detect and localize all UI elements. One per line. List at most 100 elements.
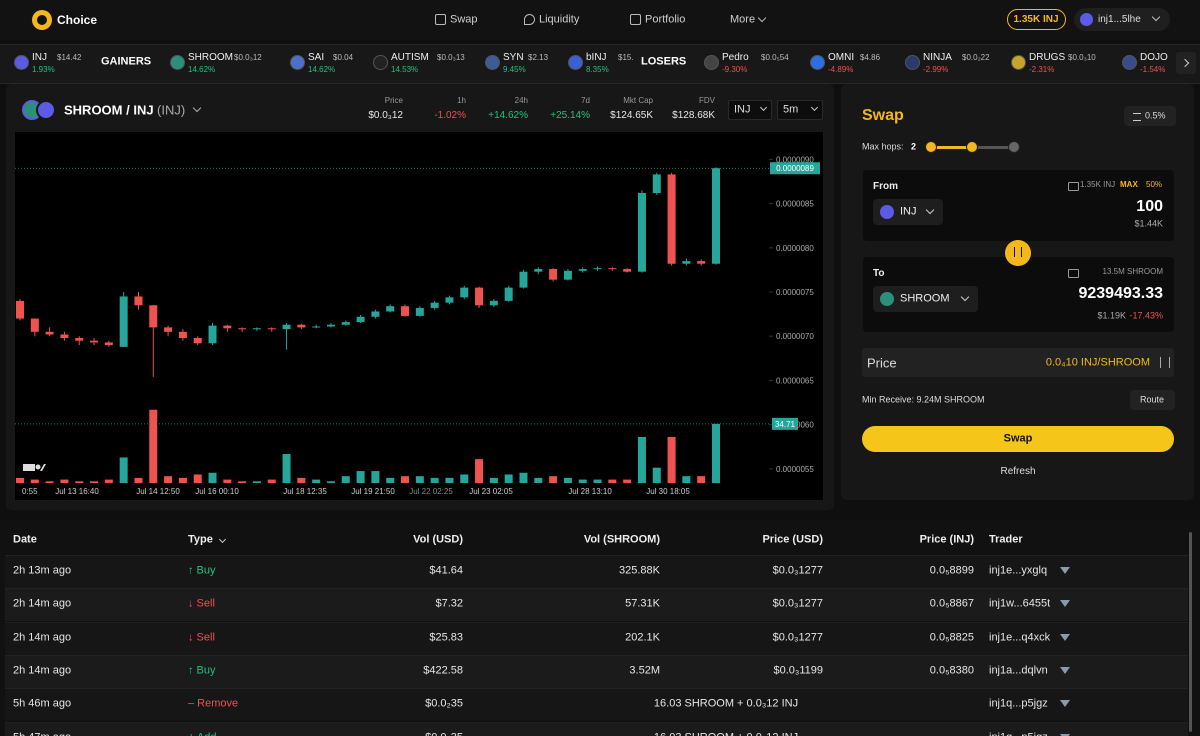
candle-body [252, 328, 261, 330]
price-sort[interactable] [1160, 357, 1170, 368]
stat-value: $128.68K [672, 110, 715, 121]
table-cell: 2h 14m ago [13, 631, 72, 644]
max-button[interactable]: MAX [1120, 180, 1138, 189]
trader-filter[interactable] [1060, 600, 1070, 608]
ticker-symbol: Pedro [722, 52, 749, 63]
candle-body [267, 328, 276, 330]
select[interactable] [728, 100, 772, 120]
wallet: inj1...5lhe [1098, 14, 1141, 25]
candle-body [341, 322, 350, 325]
logo-icon-inner [37, 15, 47, 25]
ticker-price: $15. [618, 53, 634, 62]
ticker-change: -2.31% [1029, 65, 1055, 74]
ticker-bar [0, 44, 1200, 84]
select[interactable] [777, 100, 823, 120]
ticker-price: $0.0₃10 [1068, 53, 1096, 62]
trader-filter[interactable] [1060, 700, 1070, 708]
candle-body [223, 325, 232, 329]
candle-body [460, 287, 469, 298]
hops-dot[interactable] [1008, 141, 1020, 153]
table-cell: 0.0₅8380 [929, 664, 974, 677]
half-button[interactable]: 50% [1146, 180, 1163, 189]
top-nav [0, 0, 1200, 40]
x-tick-label: Jul 28 13:10 [568, 487, 612, 496]
trader-filter[interactable] [1060, 567, 1070, 574]
x-tick-label: Jul 23 02:05 [469, 487, 513, 496]
table-cell: $0.0₃1277 [772, 631, 823, 644]
candle-body [297, 324, 306, 328]
flip-arrows [1014, 247, 1022, 257]
stat-label: FDV [699, 96, 715, 105]
trade-type: + Add [188, 732, 216, 736]
x-tick-label: 0:55 [22, 487, 38, 496]
token-icon [170, 55, 185, 70]
hops-dot[interactable] [966, 141, 978, 153]
x-tick-label: Jul 22 02:25 [409, 487, 453, 496]
last-price-label: 0.0000089 [776, 164, 814, 173]
box-label: From [873, 181, 898, 192]
pair-icon-b [36, 100, 56, 120]
pair-title[interactable]: SHROOM / INJ [64, 102, 154, 118]
table-cell: inj1e...yxglq [989, 564, 1048, 577]
swap-button[interactable] [862, 426, 1174, 452]
volume-bar [667, 436, 676, 483]
tradingview-logo-dot [35, 464, 41, 470]
balance: 1.35K INJ [1013, 14, 1059, 25]
nav-link[interactable]: Liquidity [539, 13, 580, 26]
nav-link[interactable]: Swap [450, 13, 478, 26]
volume-bar [578, 479, 587, 483]
ticker-change: -4.89% [828, 65, 854, 74]
candle-body [178, 331, 187, 339]
ticker-change: 1.93% [32, 65, 55, 74]
hops-dot[interactable] [925, 141, 937, 153]
table-cell: 325.88K [619, 564, 660, 577]
ticker-next[interactable] [1176, 52, 1196, 74]
flip-button[interactable] [1005, 240, 1031, 266]
stat-value: -1.02% [434, 110, 466, 121]
table-cell: inj1a...dqlvn [989, 664, 1048, 677]
slippage-icon [1133, 113, 1141, 121]
swap-button-label: Swap [1003, 432, 1033, 445]
trader-filter[interactable] [1060, 666, 1070, 674]
volume-bar [445, 477, 454, 483]
volume-bar [223, 479, 232, 483]
volume-bar [534, 477, 543, 483]
hops-fill [931, 146, 972, 149]
nav-link[interactable]: Portfolio [645, 13, 686, 26]
nav-link[interactable]: More [730, 13, 756, 26]
ticker-price: $14.42 [57, 53, 82, 62]
token-icon [290, 55, 305, 70]
ticker-symbol: AUTISM [391, 52, 429, 63]
ticker-symbol: DRUGS [1029, 52, 1066, 63]
ticker-change: 9.45% [503, 65, 526, 74]
candle-body [326, 324, 335, 327]
slippage-button[interactable] [1124, 106, 1176, 126]
candle-body [563, 270, 572, 280]
balance-pill[interactable] [1007, 9, 1066, 30]
column-header[interactable]: Type [188, 533, 213, 546]
table-cell: inj1q...p5jgz [989, 732, 1048, 736]
brand[interactable]: Choice [57, 13, 98, 27]
route-button[interactable] [1130, 390, 1175, 410]
y-tick-label: 0.0000065 [776, 376, 814, 385]
refresh[interactable]: Refresh [1000, 466, 1036, 477]
price-value: 0.0₄10 INJ/SHROOM [1045, 356, 1150, 369]
ticker-change: -1.54% [1140, 65, 1166, 74]
table-cell: 0.0₅8867 [929, 597, 974, 610]
wallet-pill[interactable] [1074, 8, 1170, 31]
select-value: 5m [783, 103, 799, 116]
token-icon [373, 55, 388, 70]
column-header: Price (USD) [762, 533, 823, 546]
x-tick-label: Jul 13 16:40 [55, 487, 99, 496]
y-tick-label: 0.0000070 [776, 332, 814, 341]
candle-body [504, 287, 513, 301]
select-value: INJ [734, 103, 751, 116]
trade-type: ↑ Buy [188, 664, 216, 677]
trader-filter[interactable] [1060, 733, 1070, 736]
slippage: 0.5% [1145, 110, 1166, 121]
trader-filter[interactable] [1060, 633, 1070, 641]
candle-body [534, 269, 543, 272]
table-cell: 2h 14m ago [13, 597, 72, 610]
volume-bar [326, 481, 335, 483]
